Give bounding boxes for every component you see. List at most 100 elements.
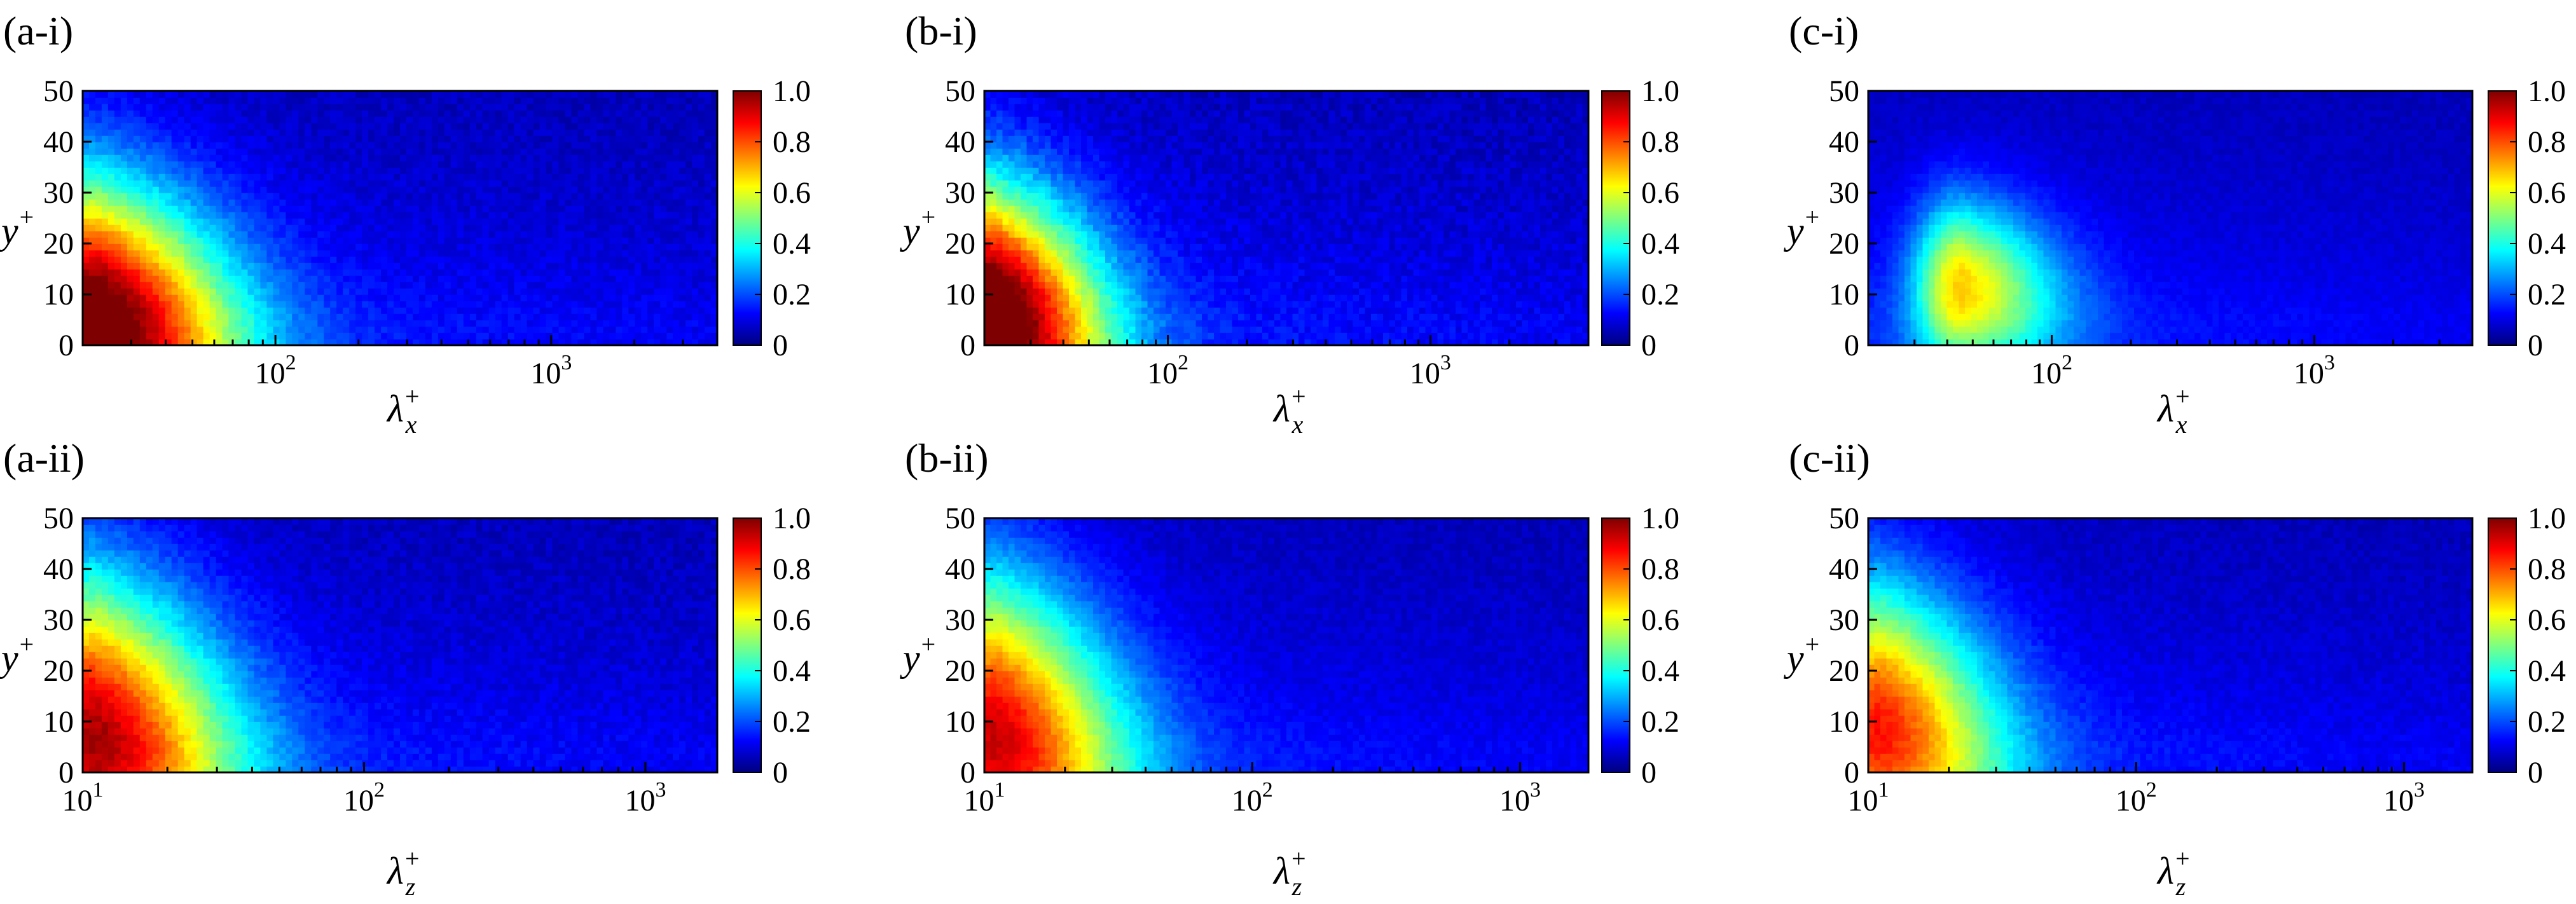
colorbar-tick-label: 0 xyxy=(773,329,788,362)
colorbar-tick-label: 0.6 xyxy=(2528,603,2566,637)
y-tick-label: 30 xyxy=(43,176,74,210)
colorbar-tick-label: 1.0 xyxy=(1641,74,1679,108)
x-tick-label: 102 xyxy=(2031,351,2072,390)
colorbar-tick-label: 0.8 xyxy=(2528,552,2566,586)
x-tick-label: 103 xyxy=(2383,778,2425,818)
colorbar-tick-label: 0.8 xyxy=(2528,125,2566,159)
y-tick-label: 30 xyxy=(1829,176,1859,210)
colorbar-tick-label: 0.8 xyxy=(773,552,811,586)
y-axis-label: y+ xyxy=(1783,203,1819,252)
y-tick-label: 40 xyxy=(43,552,74,586)
y-tick-label: 10 xyxy=(43,278,74,312)
colorbar-tick-label: 0.6 xyxy=(1641,603,1679,637)
x-axis-label: λ+ x xyxy=(1272,382,1306,439)
y-tick-label: 50 xyxy=(1829,502,1859,535)
y-tick-label: 50 xyxy=(945,74,975,108)
x-tick-label: 102 xyxy=(2116,778,2157,818)
heatmap-field xyxy=(83,518,718,773)
colorbar-tick-label: 1.0 xyxy=(2528,502,2566,535)
y-tick-label: 30 xyxy=(1829,603,1859,637)
x-tick-label: 103 xyxy=(1499,778,1541,818)
panel-label: (b-ii) xyxy=(905,435,989,481)
panel-label: (b-i) xyxy=(905,8,977,53)
colorbar: 00.20.40.60.81.0 xyxy=(733,502,811,790)
y-tick-label: 40 xyxy=(1829,552,1859,586)
colorbar: 00.20.40.60.81.0 xyxy=(733,74,811,362)
y-tick-label: 0 xyxy=(59,329,74,362)
x-axis-label: λ+ z xyxy=(386,844,420,901)
colorbar-tick-label: 0.8 xyxy=(1641,125,1679,159)
colorbar-tick-label: 0.4 xyxy=(2528,654,2566,688)
y-tick-label: 20 xyxy=(1829,227,1859,261)
colorbar-tick-label: 1.0 xyxy=(1641,502,1679,535)
colorbar-gradient xyxy=(1602,518,1630,772)
y-axis-label: y+ xyxy=(0,630,34,679)
x-tick-label: 101 xyxy=(62,778,104,818)
colorbar-tick-label: 0.8 xyxy=(1641,552,1679,586)
x-axis-label: λ+ x xyxy=(386,382,420,439)
y-tick-label: 50 xyxy=(43,74,74,108)
y-tick-label: 10 xyxy=(1829,705,1859,739)
y-tick-label: 40 xyxy=(43,125,74,159)
colorbar-tick-label: 0.4 xyxy=(2528,227,2566,261)
y-tick-label: 40 xyxy=(945,552,975,586)
y-tick-label: 20 xyxy=(43,227,74,261)
colorbar-gradient xyxy=(733,91,761,345)
x-tick-label: 103 xyxy=(1410,351,1451,390)
colorbar-tick-label: 0.2 xyxy=(773,278,811,312)
x-axis-label: λ+ x xyxy=(2156,382,2190,439)
heatmap-field xyxy=(1868,518,2473,773)
y-tick-label: 0 xyxy=(960,329,975,362)
x-tick-label: 102 xyxy=(255,351,296,390)
colorbar-tick-label: 1.0 xyxy=(773,74,811,108)
colorbar-tick-label: 0.4 xyxy=(1641,654,1679,688)
heatmap-field xyxy=(984,518,1589,773)
y-axis-label: y+ xyxy=(899,630,935,679)
colorbar-tick-label: 0 xyxy=(2528,756,2543,790)
y-tick-label: 30 xyxy=(945,176,975,210)
y-tick-label: 50 xyxy=(1829,74,1859,108)
y-tick-label: 10 xyxy=(43,705,74,739)
colorbar-tick-label: 0.4 xyxy=(773,654,811,688)
colorbar-tick-label: 0.6 xyxy=(2528,176,2566,210)
x-tick-label: 103 xyxy=(530,351,572,390)
colorbar-tick-label: 0.2 xyxy=(2528,705,2566,739)
colorbar-tick-label: 0.6 xyxy=(773,603,811,637)
colorbar: 00.20.40.60.81.0 xyxy=(1602,502,1679,790)
panel-label: (c-i) xyxy=(1789,8,1859,53)
colorbar-tick-label: 0.2 xyxy=(2528,278,2566,312)
colorbar-gradient xyxy=(733,518,761,772)
y-tick-label: 20 xyxy=(945,227,975,261)
y-tick-label: 0 xyxy=(1844,329,1859,362)
colorbar: 00.20.40.60.81.0 xyxy=(1602,74,1679,362)
y-tick-label: 20 xyxy=(43,654,74,688)
x-tick-label: 101 xyxy=(964,778,1005,818)
x-tick-label: 102 xyxy=(343,778,385,818)
y-tick-label: 20 xyxy=(945,654,975,688)
y-tick-label: 20 xyxy=(1829,654,1859,688)
x-tick-label: 103 xyxy=(2294,351,2335,390)
colorbar-gradient xyxy=(1602,91,1630,345)
x-tick-label: 101 xyxy=(1848,778,1889,818)
x-axis-label: λ+ z xyxy=(2156,844,2190,901)
x-tick-label: 102 xyxy=(1232,778,1273,818)
colorbar-tick-label: 0.8 xyxy=(773,125,811,159)
colorbar-tick-label: 0.6 xyxy=(1641,176,1679,210)
colorbar-tick-label: 1.0 xyxy=(773,502,811,535)
panel-label: (a-i) xyxy=(3,8,73,53)
colorbar-tick-label: 0 xyxy=(2528,329,2543,362)
y-tick-label: 40 xyxy=(945,125,975,159)
y-axis-label: y+ xyxy=(1783,630,1819,679)
panel-label: (a-ii) xyxy=(3,435,85,481)
y-axis-label: y+ xyxy=(899,203,935,252)
colorbar: 00.20.40.60.81.0 xyxy=(2488,74,2566,362)
colorbar-tick-label: 0.4 xyxy=(1641,227,1679,261)
y-tick-label: 10 xyxy=(945,278,975,312)
colorbar-tick-label: 0 xyxy=(773,756,788,790)
